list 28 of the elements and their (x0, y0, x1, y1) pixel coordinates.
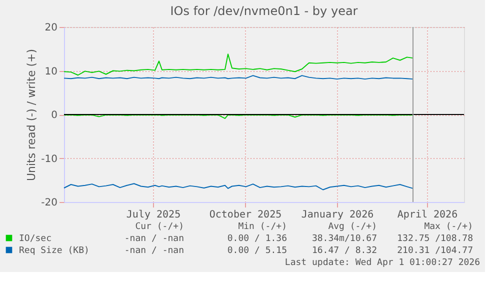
text: Max (-/+) (424, 222, 473, 232)
y-tick-label: -10 (41, 154, 58, 165)
text: 0.00 / 1.36 (227, 234, 287, 244)
legend-label: IO/sec (19, 234, 52, 244)
text: Avg (-/+) (328, 222, 377, 232)
text: 16.47 / 8.32 (312, 246, 377, 256)
x-tick-label: January 2026 (301, 210, 374, 220)
y-tick-label: 20 (44, 22, 58, 34)
text: 210.31 /104.77 (397, 246, 473, 256)
text: 132.75 /108.78 (397, 234, 473, 244)
text: Cur (-/+) (135, 222, 184, 232)
y-tick-label: 10 (44, 66, 58, 78)
x-tick-label: April 2026 (397, 210, 458, 220)
x-tick-label: October 2025 (209, 210, 282, 220)
y-axis-title: Units read (-) / write (+) (25, 48, 38, 182)
text: -nan / -nan (124, 234, 184, 244)
y-tick-label: 0 (51, 110, 58, 121)
text: 0.00 / 5.15 (227, 246, 287, 256)
chart-title: IOs for /dev/nvme0n1 - by year (170, 4, 358, 18)
text: 38.34m/10.67 (312, 234, 377, 244)
text: -nan / -nan (124, 246, 184, 256)
line-series (64, 54, 414, 76)
text: Last update: Wed Apr 1 01:00:27 2026 (284, 258, 480, 268)
x-tick-label: July 2025 (126, 210, 181, 220)
text: Min (-/+) (238, 222, 287, 232)
line-series (64, 183, 414, 190)
legend-label: Req Size (KB) (19, 246, 90, 256)
y-tick-label: -20 (41, 198, 58, 208)
